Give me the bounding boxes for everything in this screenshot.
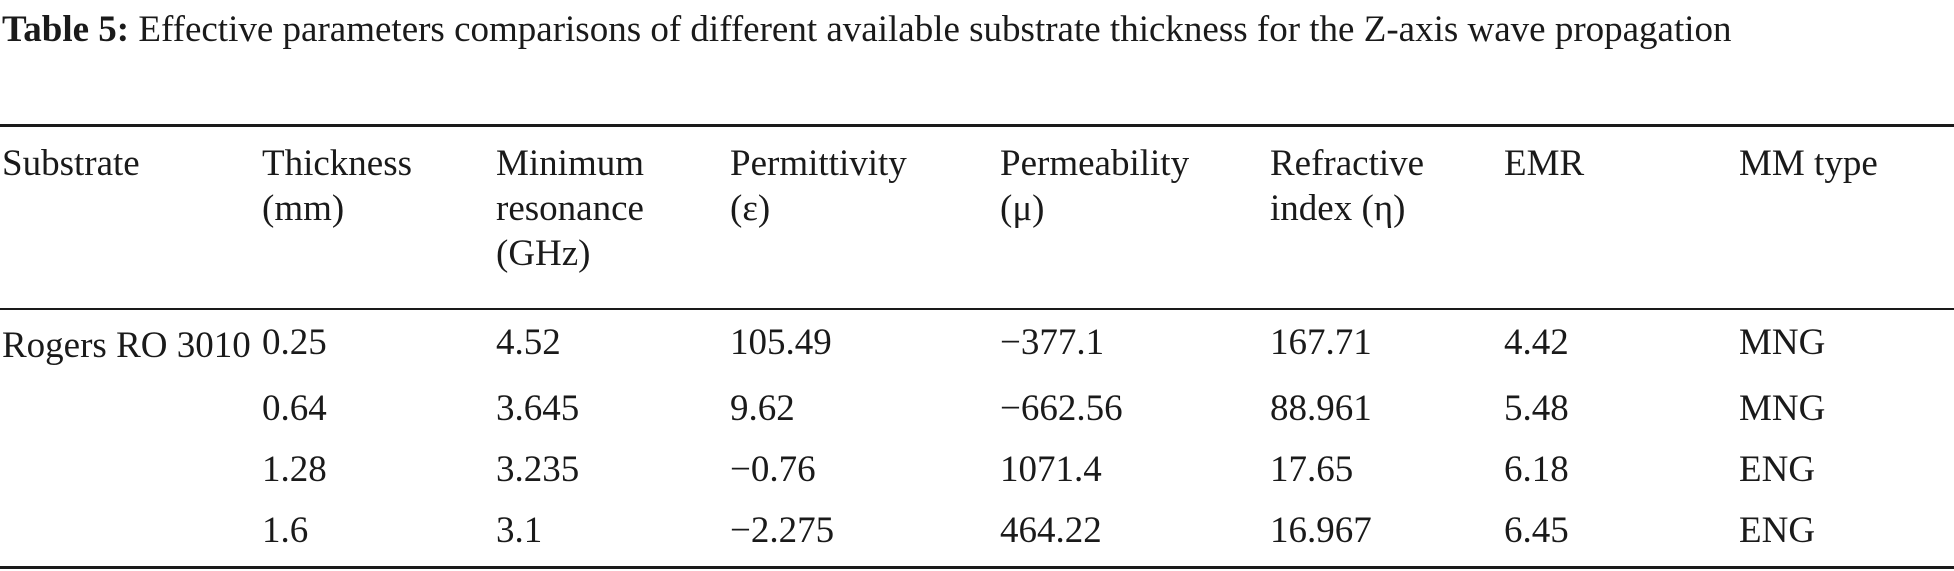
header-emr: EMR <box>1504 143 1585 184</box>
header-minimum-resonance: Minimum resonance (GHz) <box>496 143 645 274</box>
cell-permeability: 1071.4 <box>1000 449 1102 490</box>
header-permittivity: Permittivity (ε) <box>730 143 907 229</box>
table-caption-text: Effective parameters comparisons of diff… <box>129 9 1732 50</box>
cell-permeability: −377.1 <box>1000 322 1105 363</box>
table-caption-label: Table 5: <box>2 9 130 50</box>
header-substrate: Substrate <box>2 143 140 184</box>
table-row: 0.64 3.645 9.62 −662.56 88.961 5.48 MNG <box>0 378 1954 439</box>
cell-resonance: 4.52 <box>496 322 561 363</box>
cell-mm-type: ENG <box>1739 510 1816 551</box>
table-header-row: Substrate Thickness (mm) Minimum resonan… <box>0 127 1954 308</box>
cell-permittivity: 9.62 <box>730 388 795 429</box>
cell-refractive-index: 17.65 <box>1270 449 1354 490</box>
cell-emr: 5.48 <box>1504 388 1569 429</box>
table-top-rule <box>0 124 1954 127</box>
cell-permeability: 464.22 <box>1000 510 1102 551</box>
header-mm-type: MM type <box>1739 143 1878 184</box>
table-row: Rogers RO 3010 0.25 4.52 105.49 −377.1 1… <box>0 308 1954 378</box>
table-caption: Table 5: Effective parameters comparison… <box>2 6 1952 53</box>
table-row: 1.28 3.235 −0.76 1071.4 17.65 6.18 ENG <box>0 439 1954 500</box>
cell-thickness: 0.64 <box>262 388 327 429</box>
cell-permeability: −662.56 <box>1000 388 1123 429</box>
header-thickness: Thickness (mm) <box>262 143 413 229</box>
cell-resonance: 3.1 <box>496 510 543 551</box>
cell-emr: 6.18 <box>1504 449 1569 490</box>
table-header-rule <box>0 308 1954 310</box>
cell-mm-type: MNG <box>1739 322 1826 363</box>
table-bottom-rule <box>0 566 1954 569</box>
cell-permittivity: 105.49 <box>730 322 832 363</box>
cell-mm-type: ENG <box>1739 449 1816 490</box>
table-row: 1.6 3.1 −2.275 464.22 16.967 6.45 ENG <box>0 500 1954 561</box>
cell-refractive-index: 88.961 <box>1270 388 1372 429</box>
data-table: Substrate Thickness (mm) Minimum resonan… <box>0 127 1954 561</box>
cell-thickness: 0.25 <box>262 322 327 363</box>
cell-permittivity: −0.76 <box>730 449 816 490</box>
cell-thickness: 1.6 <box>262 510 309 551</box>
cell-resonance: 3.235 <box>496 449 580 490</box>
cell-resonance: 3.645 <box>496 388 580 429</box>
cell-refractive-index: 16.967 <box>1270 510 1372 551</box>
cell-permittivity: −2.275 <box>730 510 835 551</box>
header-permeability: Permeability (μ) <box>1000 143 1190 229</box>
header-refractive-index: Refractive index (η) <box>1270 143 1425 229</box>
cell-emr: 6.45 <box>1504 510 1569 551</box>
cell-refractive-index: 167.71 <box>1270 322 1372 363</box>
cell-emr: 4.42 <box>1504 322 1569 363</box>
cell-mm-type: MNG <box>1739 388 1826 429</box>
cell-substrate: Rogers RO 3010 <box>2 325 251 366</box>
cell-thickness: 1.28 <box>262 449 327 490</box>
